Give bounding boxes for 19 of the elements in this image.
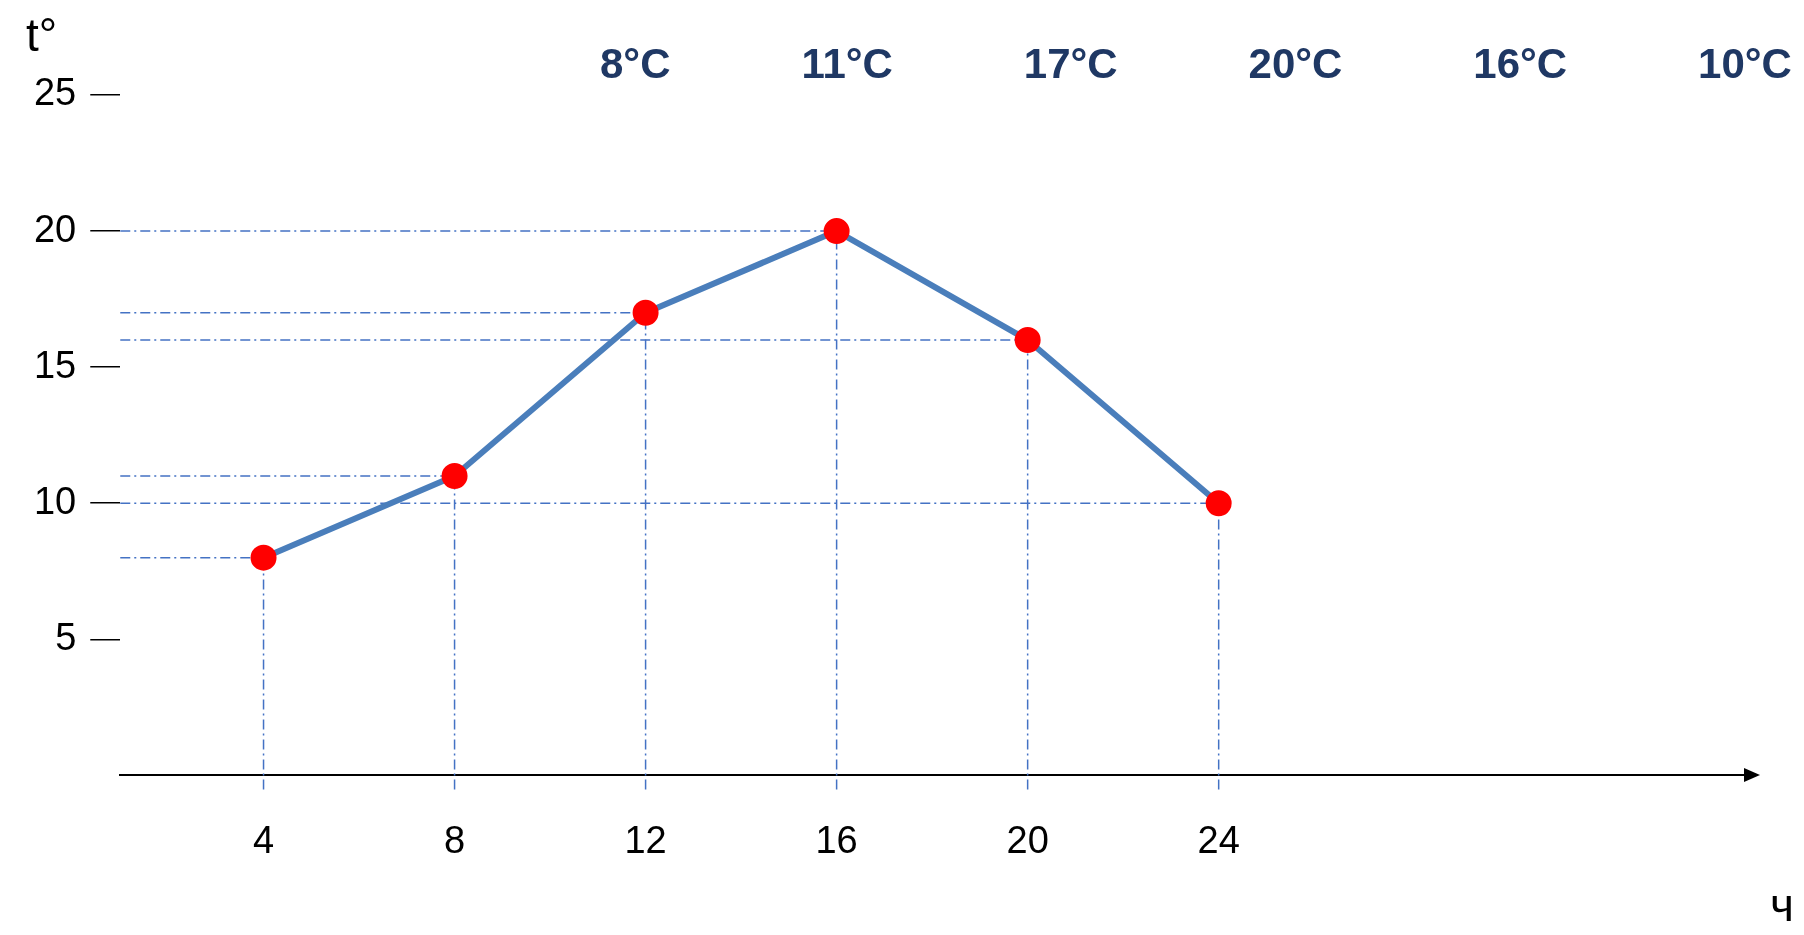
x-tick-label: 24 (1197, 818, 1240, 861)
text: 11°C (801, 40, 893, 88)
text: 10°C (1698, 40, 1792, 88)
x-tick-label: 20 (1006, 818, 1049, 861)
x-tick-label: 4 (252, 818, 275, 861)
x-axis-title: ч (1770, 878, 1794, 932)
x-tick-label: 16 (815, 818, 858, 861)
text: 20°C (1248, 40, 1343, 88)
text: 8°C (600, 40, 671, 88)
text: 17°C (1023, 40, 1118, 88)
y-tick-label: 25 (33, 71, 77, 114)
text: 16°C (1473, 40, 1568, 88)
y-tick-label: 10 (33, 479, 77, 522)
x-tick-label: 8 (444, 818, 466, 861)
x-tick-label: 12 (624, 818, 667, 861)
y-tick-label: 20 (33, 207, 77, 250)
y-axis-title: t° (26, 8, 58, 62)
y-tick-label: 15 (33, 343, 77, 386)
y-tick-label: 5 (55, 615, 77, 658)
